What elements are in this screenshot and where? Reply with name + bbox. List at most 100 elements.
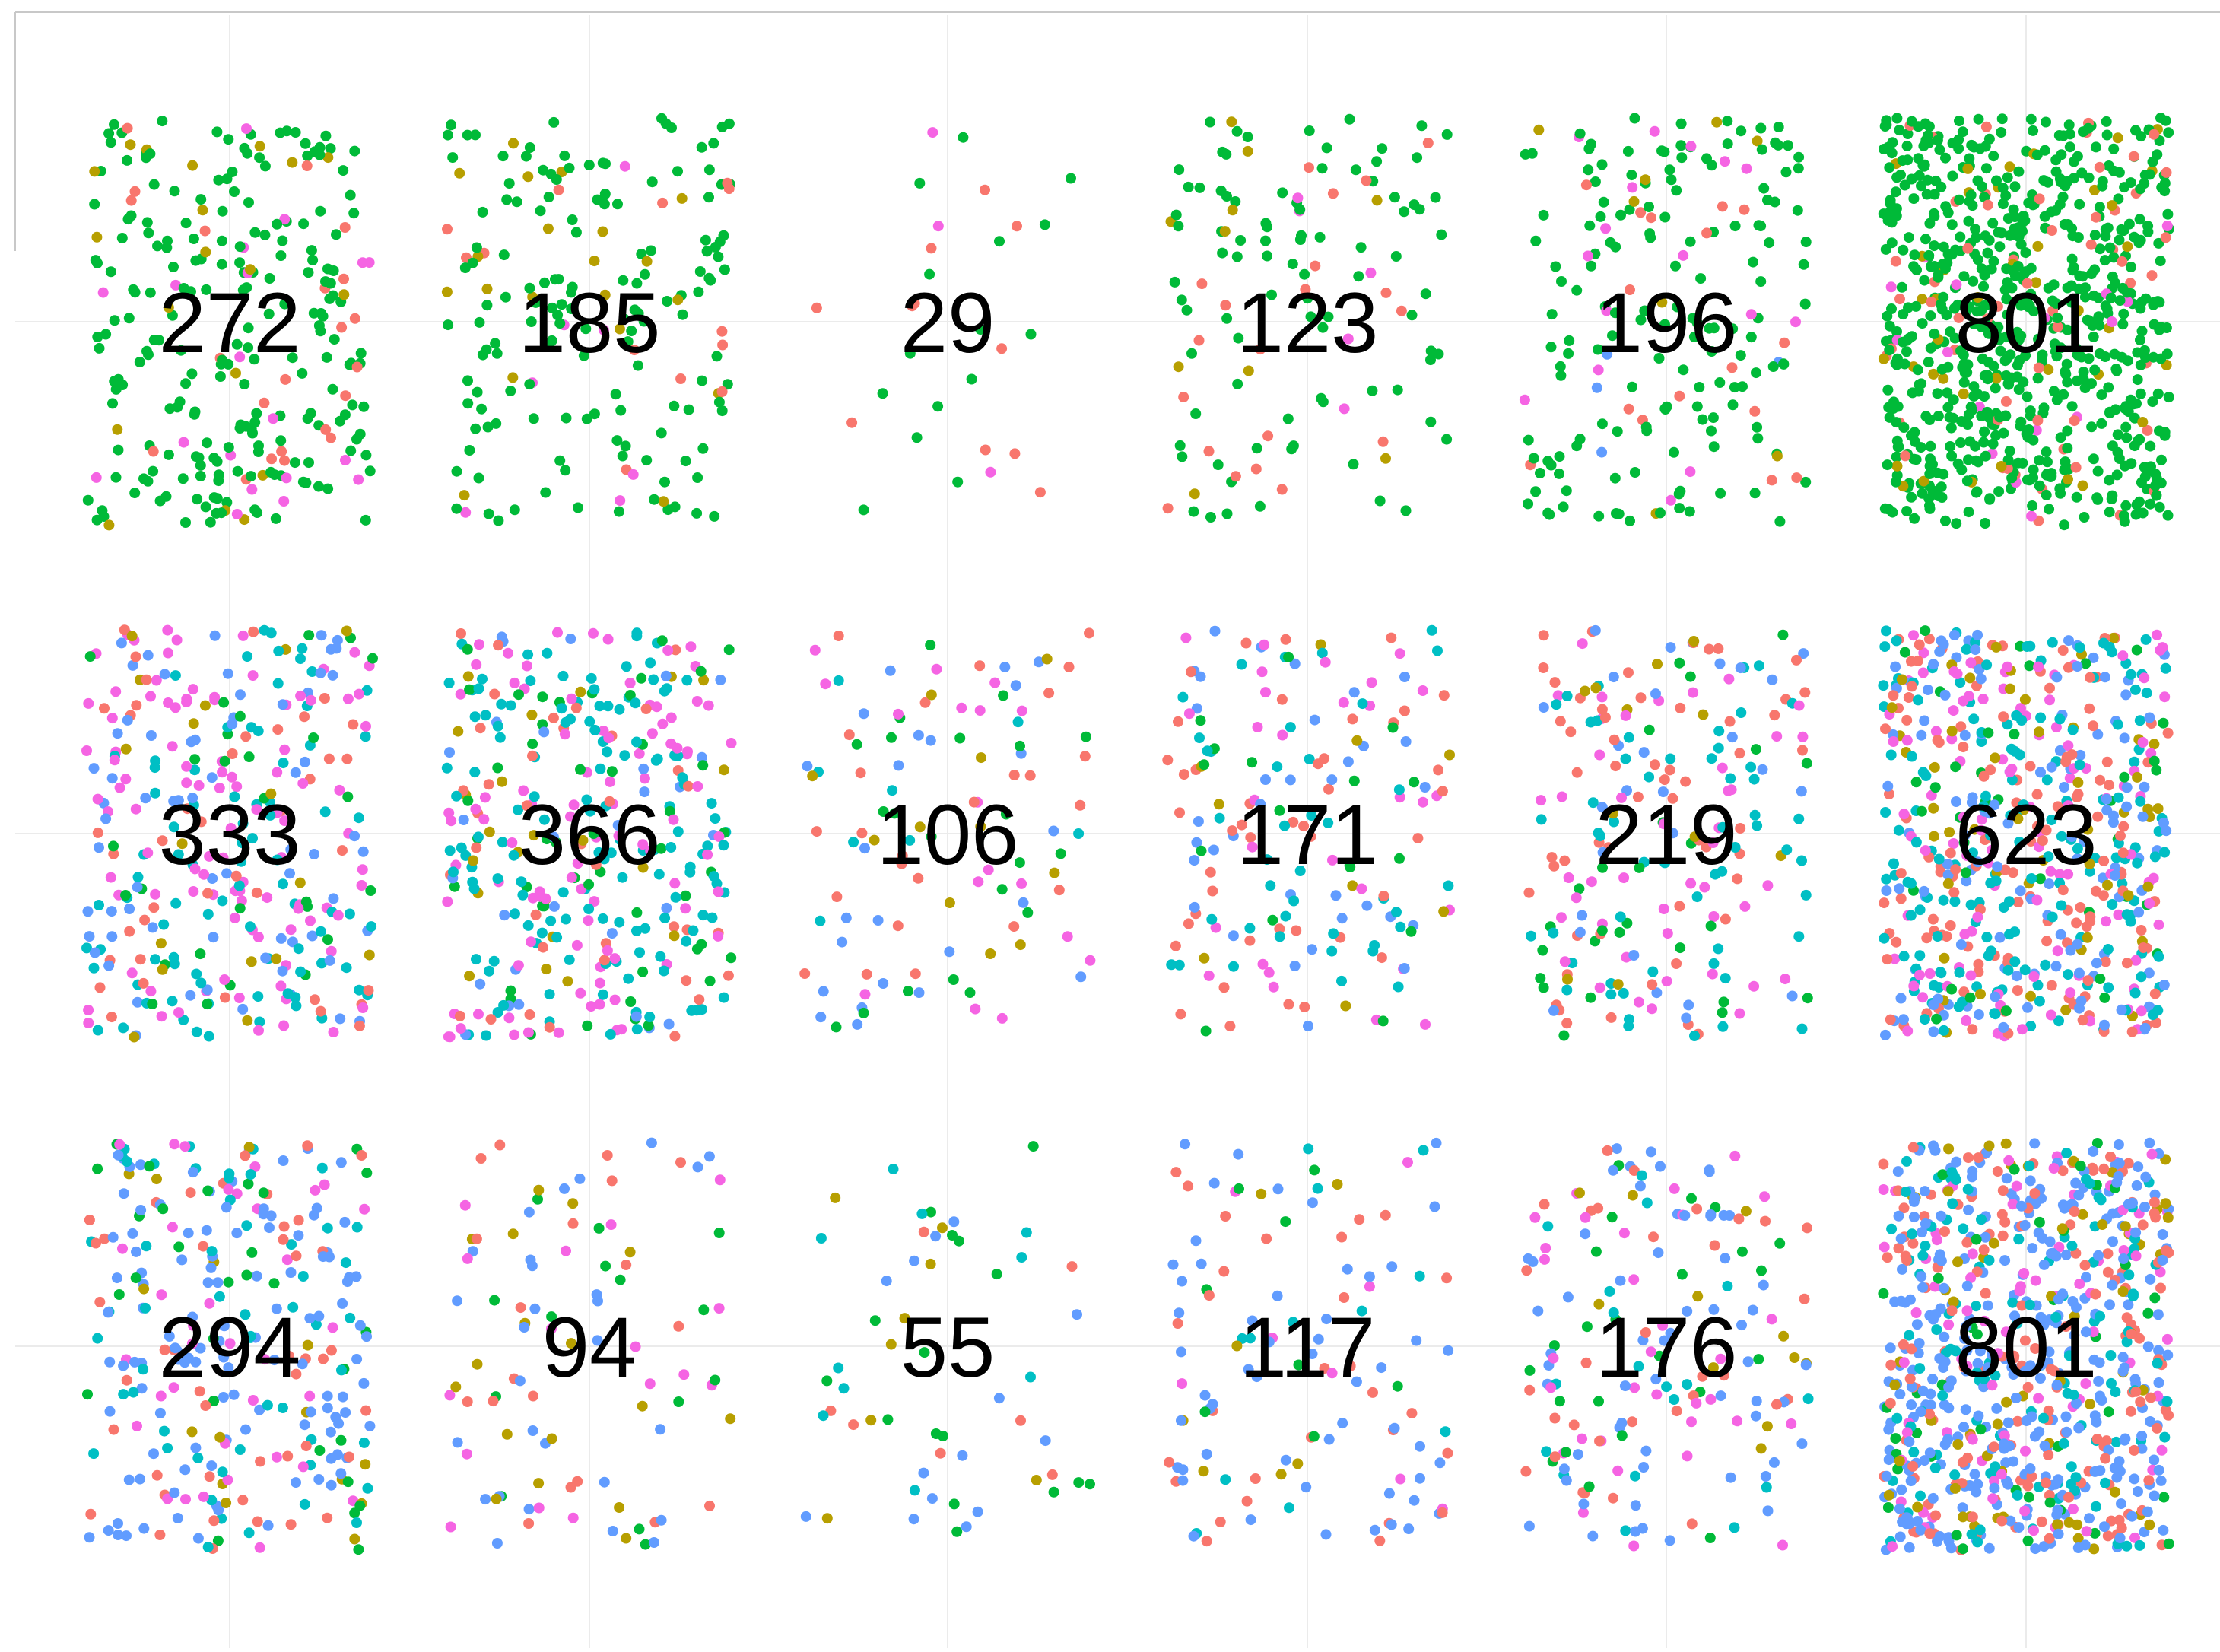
point-blue [1991,1403,2002,1414]
point-green [211,126,222,137]
point-blue [333,1418,344,1429]
point-teal [1725,774,1736,784]
point-teal [640,923,650,934]
point-red [1277,484,1288,495]
point-green [202,1186,213,1196]
point-teal [351,1517,362,1528]
point-red [1791,472,1802,483]
point-red [1521,1265,1532,1276]
point-magenta [1966,926,1977,937]
point-blue [607,928,618,939]
point-green [128,284,138,295]
point-green [1177,294,1187,305]
point-magenta [2154,920,2164,930]
point-green [2108,144,2119,154]
point-olive [1580,686,1590,697]
point-green [1641,422,1652,433]
point-blue [2110,870,2120,881]
point-green [307,255,318,265]
point-olive [658,496,669,507]
point-teal [322,1223,333,1234]
point-red [2043,1450,2053,1460]
point-green [1593,511,1604,522]
point-green [692,472,703,483]
point-red [1799,1294,1810,1304]
point-green [618,451,628,462]
point-olive [508,138,519,148]
point-green [1929,211,1939,221]
point-green [314,150,325,160]
point-magenta [1908,630,1919,640]
point-blue [2063,635,2074,646]
point-red [278,1234,289,1245]
point-green [360,515,371,526]
point-blue [999,662,1010,672]
point-magenta [2082,1526,2092,1536]
cell-count-label: 123 [1237,275,1379,370]
point-red [2069,1206,2080,1217]
point-teal [598,913,608,924]
point-red [1609,735,1620,745]
point-red [548,713,559,723]
point-blue [1343,756,1354,767]
point-blue [106,931,117,942]
point-green [1550,262,1561,272]
point-green [180,378,191,389]
point-red [1998,1231,2009,1241]
point-magenta [117,1244,128,1254]
point-green [1930,782,1941,793]
point-blue [1927,1374,1938,1384]
point-teal [118,1022,129,1033]
point-red [1336,1232,1347,1243]
point-green [1709,441,1720,452]
point-teal [2066,1241,2077,1251]
point-magenta [1634,997,1644,1008]
point-green [2089,264,2100,275]
point-blue [1228,930,1239,941]
point-green [724,644,735,655]
point-teal [93,1025,103,1036]
point-green [705,976,716,986]
point-green [1752,422,1762,433]
point-blue [2034,1427,2044,1438]
point-teal [1215,813,1225,824]
point-green [224,442,234,453]
point-magenta [1968,1434,1978,1445]
point-magenta [1966,971,1977,981]
point-magenta [692,781,703,792]
point-red [657,198,668,208]
point-red [2063,1492,2074,1503]
point-magenta [255,1542,265,1553]
point-blue [100,813,111,824]
point-olive [541,964,551,974]
point-magenta [83,1018,94,1028]
point-red [95,982,106,993]
point-magenta [1717,763,1728,774]
point-teal [506,701,516,711]
point-green [122,155,132,166]
point-blue [206,1460,217,1471]
point-green [615,405,626,416]
point-olive [2113,132,2123,143]
point-blue [1919,716,1929,726]
point-teal [1013,716,1024,727]
point-green [2132,645,2142,656]
point-olive [221,1498,231,1508]
point-magenta [2044,694,2055,705]
point-blue [1683,999,1694,1010]
point-red [2126,1329,2136,1339]
point-magenta [503,648,513,659]
point-red [717,386,728,397]
point-blue [1894,1389,1905,1399]
point-olive [822,1513,833,1523]
point-red [831,891,842,902]
point-red [673,1321,684,1332]
point-green [967,374,977,385]
point-magenta [605,777,615,787]
point-teal [2152,1005,2163,1015]
point-blue [1011,680,1021,691]
point-red [154,1530,165,1540]
point-red [2091,886,2101,897]
point-green [1558,1031,1569,1041]
